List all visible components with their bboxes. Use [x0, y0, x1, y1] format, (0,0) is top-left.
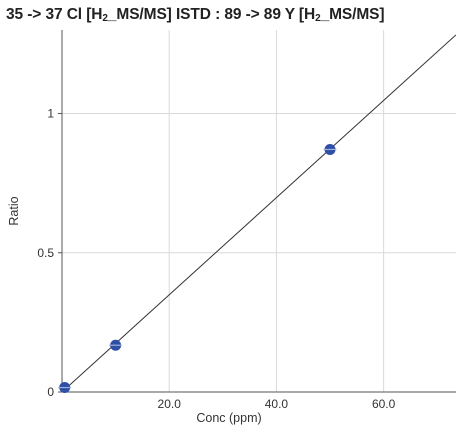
y-tick-label: 1 — [47, 107, 54, 121]
x-axis-label: Conc (ppm) — [196, 411, 261, 425]
data-point — [109, 340, 122, 351]
grid-lines — [62, 30, 456, 392]
y-tick-label: 0.5 — [37, 246, 54, 260]
y-axis-label: Ratio — [7, 196, 21, 225]
axes — [58, 30, 456, 392]
x-tick-label: 40.0 — [265, 397, 289, 411]
data-point — [58, 382, 71, 393]
calibration-fit-line — [62, 35, 456, 392]
y-tick-label: 0 — [47, 385, 54, 399]
fit-line-group — [62, 35, 456, 392]
x-tick-label: 20.0 — [158, 397, 182, 411]
x-tick-label: 60.0 — [372, 397, 396, 411]
